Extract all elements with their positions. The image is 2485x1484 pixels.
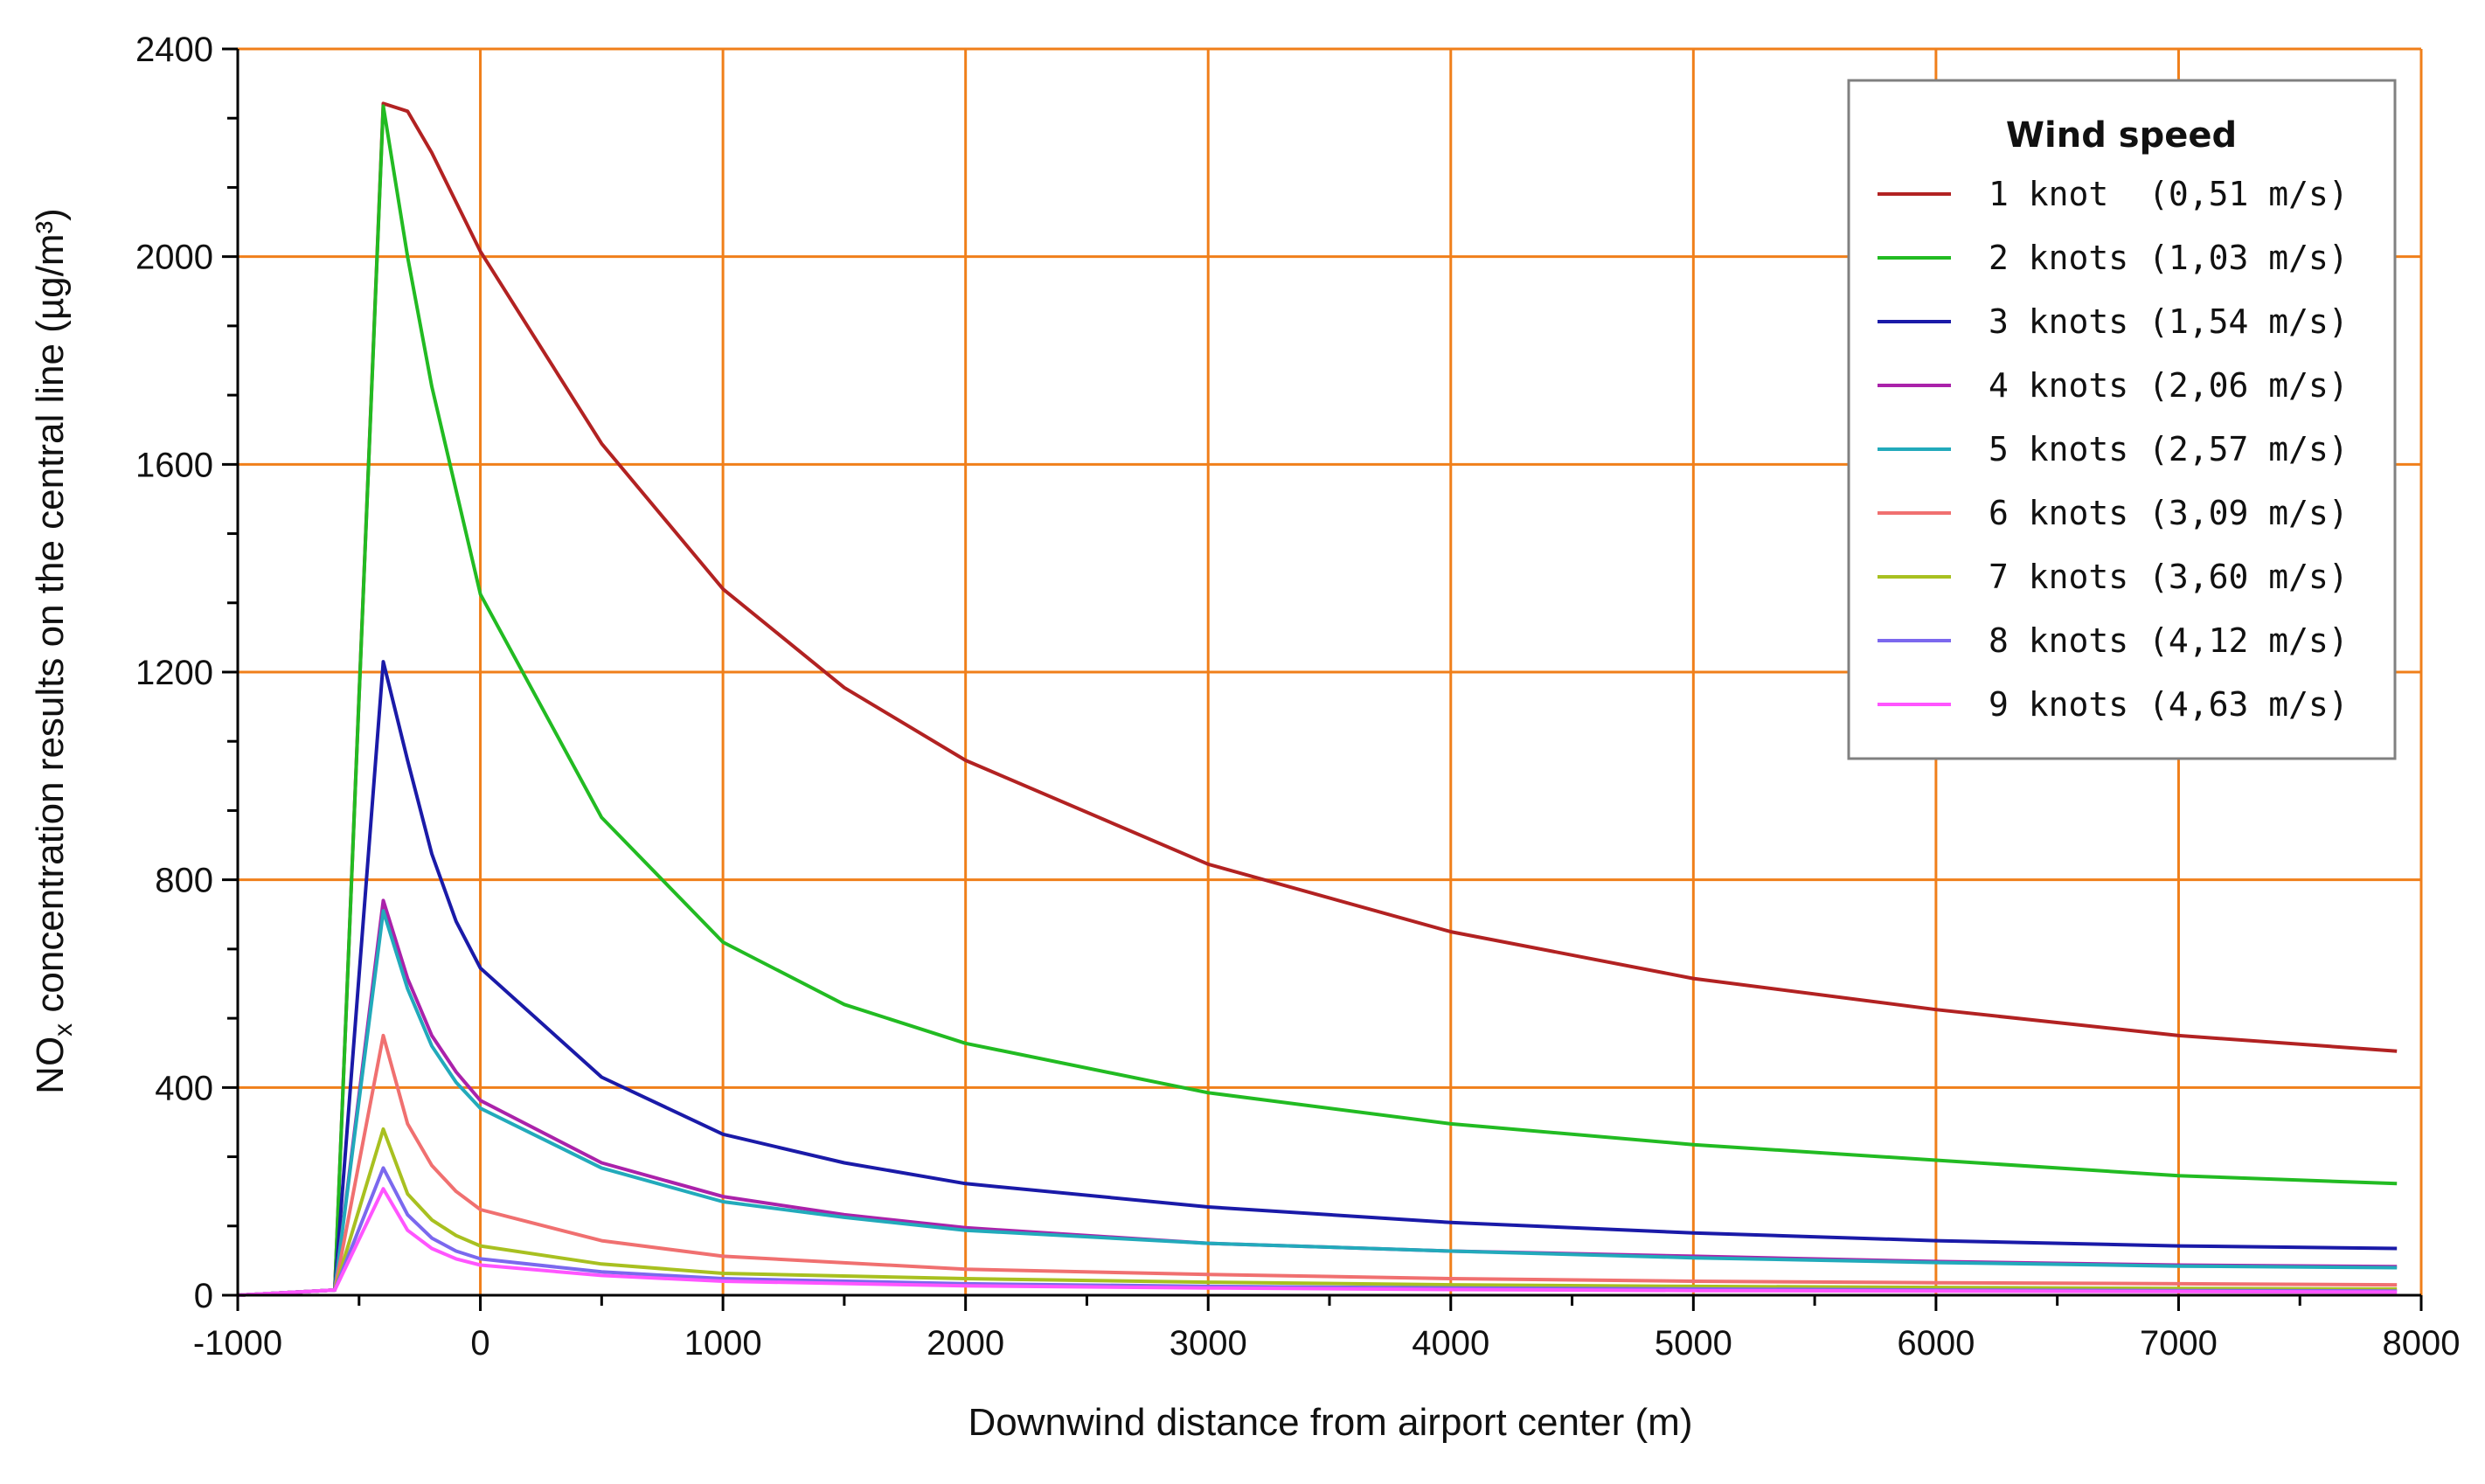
- series-line-4: [237, 898, 2398, 1297]
- y-axis-title-rest: concentration results on the central lin…: [29, 208, 72, 1023]
- x-tick-label: 3000: [1170, 1324, 1247, 1363]
- legend-label: 1 knot (0,51 m/s): [1989, 175, 2349, 213]
- x-tick-label: 2000: [927, 1324, 1004, 1363]
- legend-title: Wind speed: [2006, 115, 2237, 156]
- legend: Wind speed 1 knot (0,51 m/s) 2 knots (1,0…: [1847, 79, 2397, 760]
- tick-labels: -1000 0 1000 2000 3000 4000 5000 6000 7000 8000 0 4…: [135, 31, 2460, 1363]
- x-axis-title: Downwind distance from airport center (m…: [968, 1401, 1693, 1444]
- legend-item: 7 knots (3,60 m/s): [1878, 558, 2349, 596]
- series-lines: [237, 101, 2398, 1297]
- x-tick-label: -1000: [193, 1324, 282, 1363]
- y-tick-label: 0: [194, 1277, 213, 1315]
- y-axis-title-subscript: x: [49, 1023, 78, 1037]
- series-line-5: [237, 909, 2398, 1297]
- legend-item: 8 knots (4,12 m/s): [1878, 621, 2349, 660]
- series-line-3: [237, 660, 2398, 1297]
- y-tick-label: 2000: [135, 239, 213, 277]
- x-tick-label: 1000: [684, 1324, 762, 1363]
- x-tick-label: 0: [470, 1324, 489, 1363]
- x-tick-label: 6000: [1897, 1324, 1975, 1363]
- legend-item: 4 knots (2,06 m/s): [1878, 366, 2349, 405]
- legend-label: 8 knots (4,12 m/s): [1989, 621, 2349, 660]
- legend-label: 7 knots (3,60 m/s): [1989, 558, 2349, 596]
- y-tick-label: 400: [155, 1069, 213, 1107]
- axes: [222, 47, 2423, 1311]
- x-tick-label: 4000: [1412, 1324, 1489, 1363]
- legend-items: 1 knot (0,51 m/s) 2 knots (1,03 m/s) 3 kno…: [1878, 175, 2349, 724]
- y-tick-label: 1200: [135, 654, 213, 692]
- y-tick-label: 1600: [135, 446, 213, 484]
- legend-label: 9 knots (4,63 m/s): [1989, 685, 2349, 724]
- legend-label: 3 knots (1,54 m/s): [1989, 302, 2349, 341]
- series-line-2: [237, 104, 2398, 1297]
- legend-label: 2 knots (1,03 m/s): [1989, 239, 2349, 277]
- legend-item: 5 knots (2,57 m/s): [1878, 430, 2349, 468]
- x-tick-label: 5000: [1655, 1324, 1732, 1363]
- legend-label: 4 knots (2,06 m/s): [1989, 366, 2349, 405]
- series-line-1: [237, 101, 2398, 1297]
- legend-item: 2 knots (1,03 m/s): [1878, 239, 2349, 277]
- y-axis-title-main: NO: [29, 1037, 72, 1094]
- legend-label: 6 knots (3,09 m/s): [1989, 494, 2349, 532]
- y-axis-title: NOx concentration results on the central…: [29, 208, 78, 1094]
- y-tick-label: 2400: [135, 31, 213, 69]
- legend-label: 5 knots (2,57 m/s): [1989, 430, 2349, 468]
- series-line-6: [237, 1033, 2398, 1297]
- x-tick-label: 8000: [2383, 1324, 2461, 1363]
- legend-item: 3 knots (1,54 m/s): [1878, 302, 2349, 341]
- y-tick-label: 800: [155, 862, 213, 900]
- x-tick-label: 7000: [2140, 1324, 2218, 1363]
- legend-item: 6 knots (3,09 m/s): [1878, 494, 2349, 532]
- legend-item: 9 knots (4,63 m/s): [1878, 685, 2349, 724]
- series-line-7: [237, 1127, 2398, 1297]
- legend-item: 1 knot (0,51 m/s): [1878, 175, 2349, 213]
- series-line-9: [237, 1187, 2398, 1297]
